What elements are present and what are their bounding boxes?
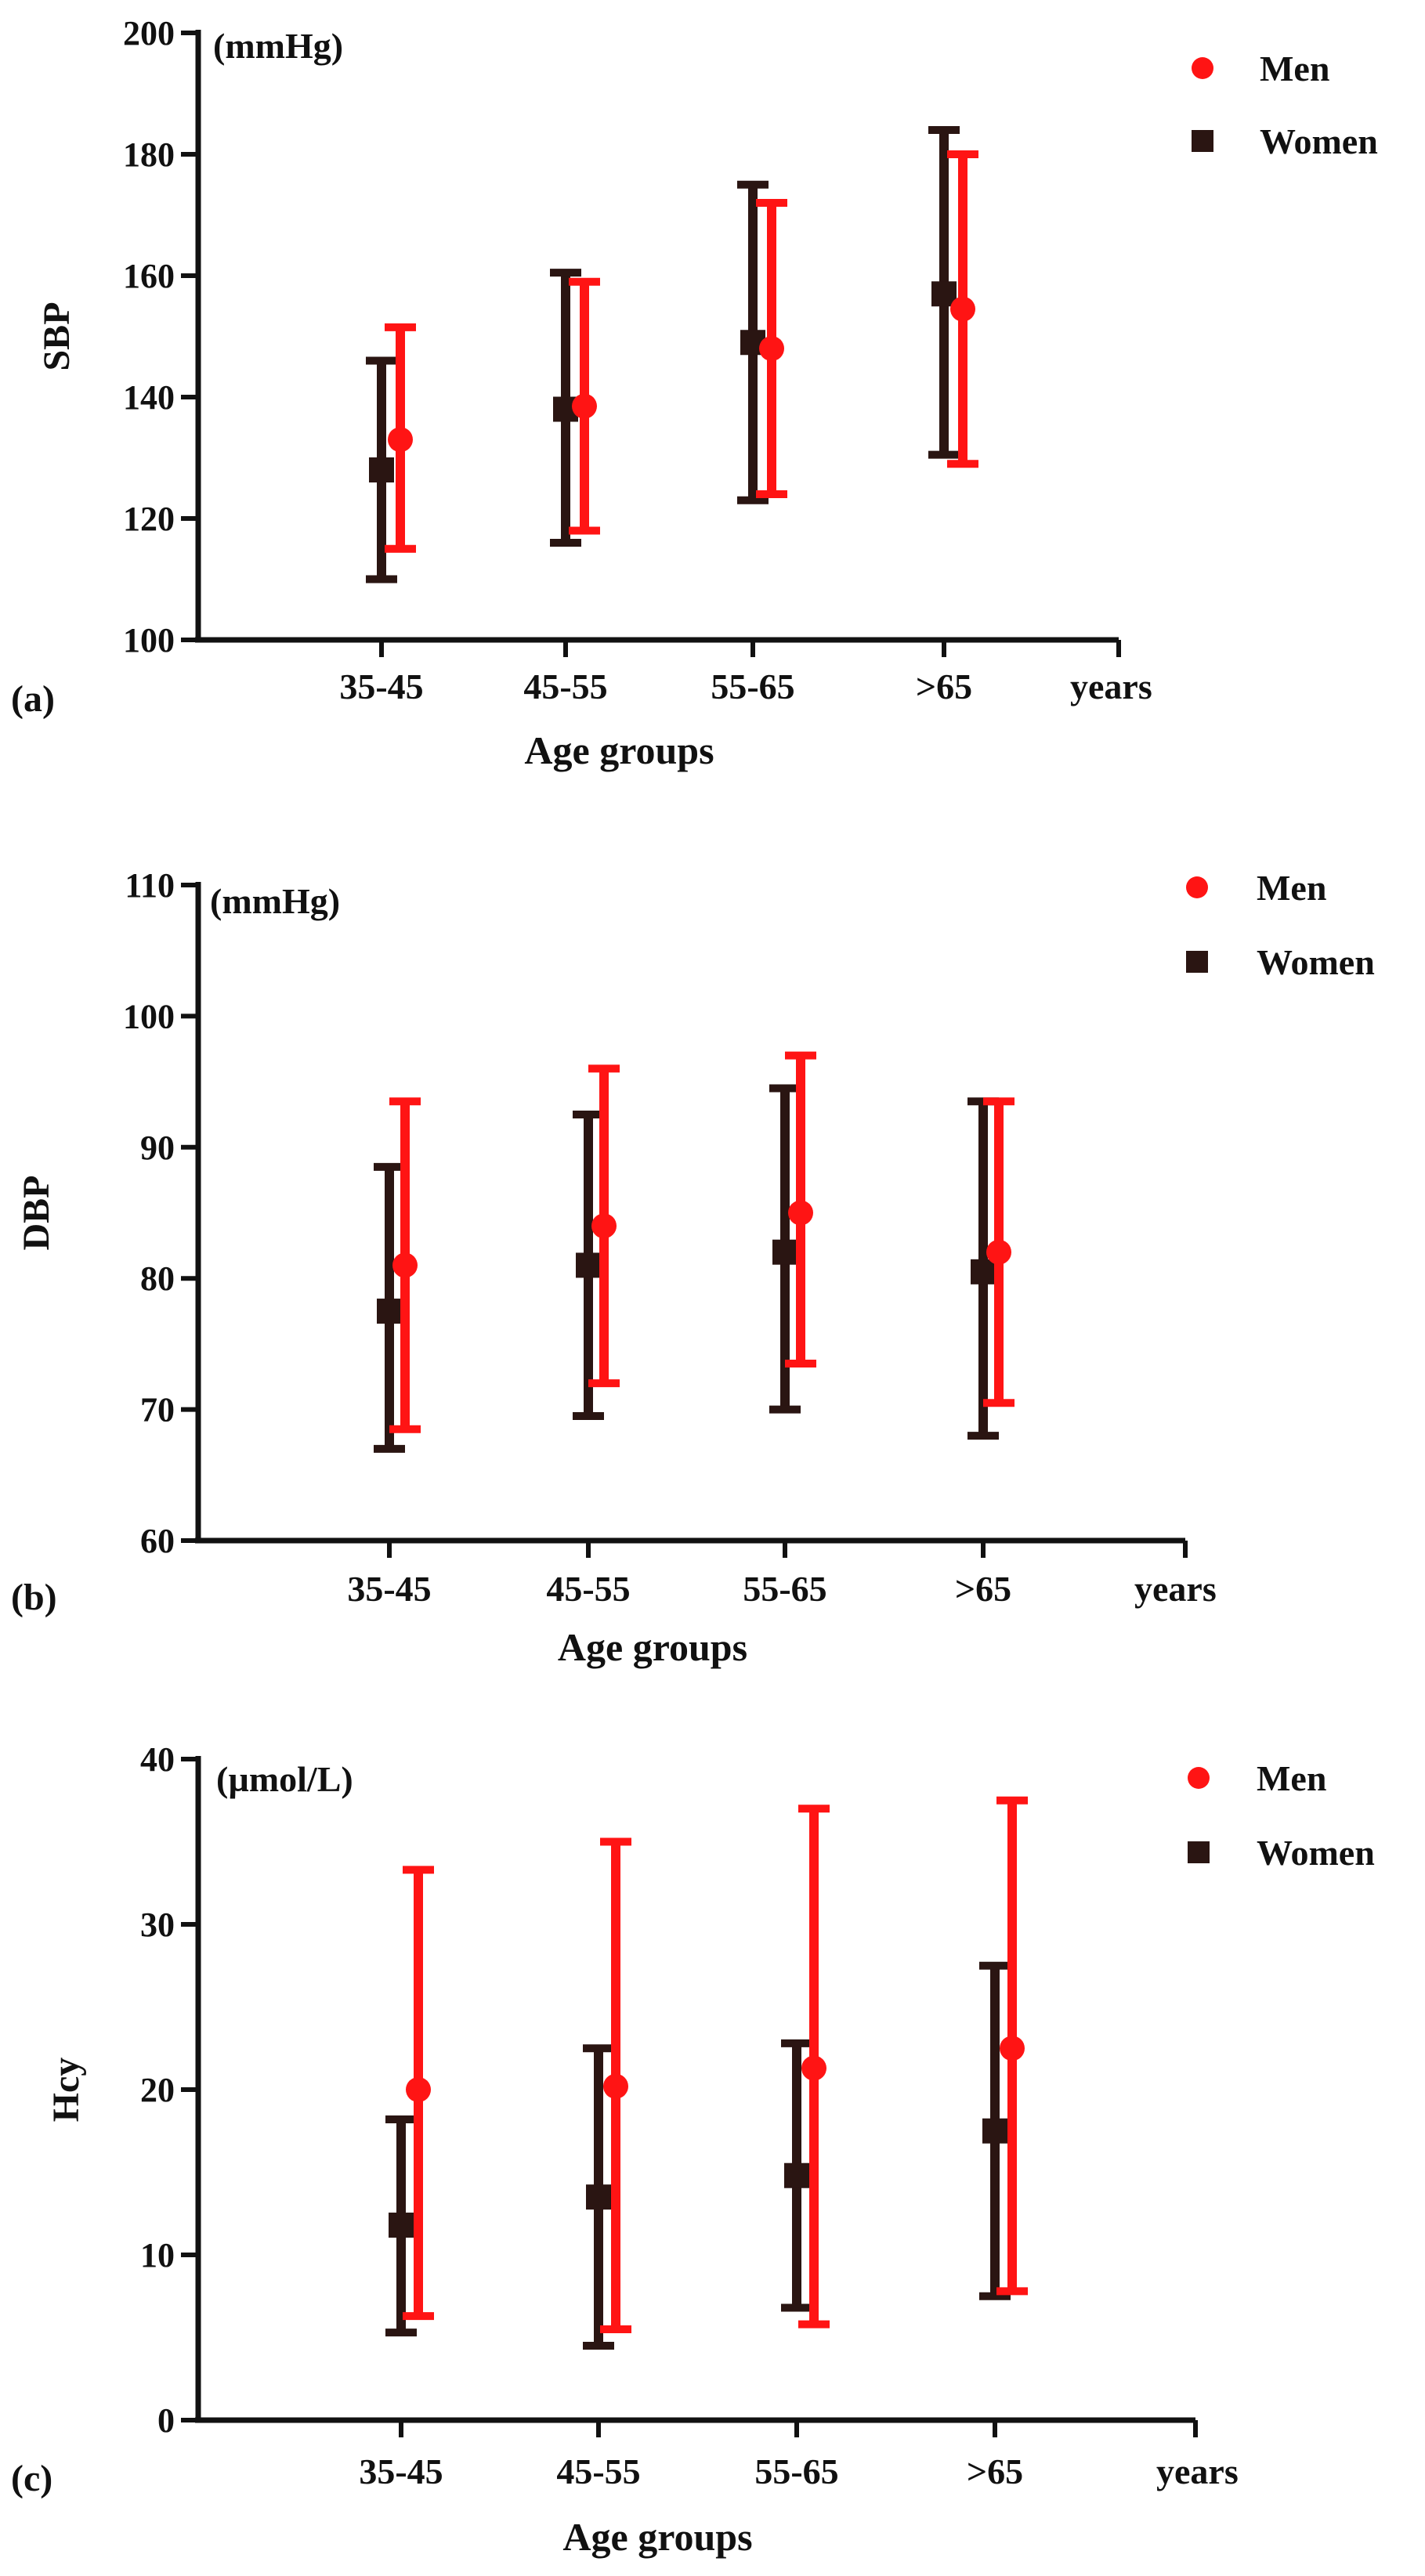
y-axis-title: DBP [16,1176,57,1251]
data-point-women [772,1239,797,1265]
panel-label: (b) [11,1577,57,1618]
x-tick-label: 35-45 [347,1569,431,1609]
y-tick-label: 40 [140,1740,175,1779]
data-point-men [392,1252,418,1278]
y-tick-label: 20 [140,2071,175,2109]
panel-label: (a) [11,678,55,720]
chart-panel-3: 0 10 20 30 40 35-45 45-55 55-65 >65 years Age grou… [11,1740,1375,2559]
data-point-men [759,336,784,361]
data-point-men [388,427,413,453]
legend-men-marker [1186,876,1208,898]
data-point-men [406,2077,431,2102]
legend-women-marker [1186,951,1208,973]
legend-men-label: Men [1260,49,1329,89]
x-tick-label: 35-45 [339,667,423,706]
y-tick-label: 180 [123,135,175,174]
legend-men-label: Men [1257,1758,1326,1798]
data-point-men [1000,2036,1025,2061]
x-tick-label: >65 [955,1569,1011,1609]
x-tick-label: >65 [967,2451,1023,2491]
x-tick-label: 45-55 [556,2451,640,2491]
y-tick-label: 0 [157,2401,175,2440]
data-point-men [986,1239,1011,1265]
data-point-women [784,2162,809,2188]
legend-women-marker [1188,1841,1210,1863]
x-tick-label: 35-45 [359,2451,443,2491]
x-unit-label: years [1070,667,1152,706]
x-tick-label: 55-65 [754,2451,838,2491]
x-axis-title: Age groups [558,1625,747,1669]
y-tick-label: 30 [140,1906,175,1944]
y-tick-label: 90 [140,1129,175,1167]
legend-women-label: Women [1260,121,1378,161]
y-tick-label: 160 [123,257,175,295]
data-point-men [801,2055,826,2081]
data-point-women [377,1299,402,1324]
data-point-men [591,1213,617,1239]
y-tick-label: 120 [123,500,175,538]
legend-men-marker [1192,57,1213,79]
x-tick-label: 45-55 [523,667,607,706]
y-tick-label: 80 [140,1259,175,1298]
chart-panel-2: 60 70 80 90 100 110 35-45 45-55 55-65 >65 years Age… [11,866,1375,1669]
data-point-men [788,1200,813,1226]
y-axis-title: SBP [36,302,78,370]
data-point-women [971,1259,996,1284]
y-tick-label: 10 [140,2236,175,2274]
y-tick-label: 200 [123,14,175,52]
data-point-women [576,1252,601,1278]
data-point-women [982,2118,1007,2144]
y-tick-label: 60 [140,1522,175,1560]
x-tick-label: 45-55 [546,1569,630,1609]
y-tick-label: 110 [125,866,175,905]
x-unit-label: years [1134,1569,1217,1609]
legend-men-marker [1188,1767,1210,1789]
legend-women-marker [1192,130,1213,152]
unit-label: (mmHg) [213,26,343,66]
data-point-women [389,2213,414,2238]
y-tick-label: 140 [123,378,175,417]
x-tick-label: >65 [916,667,972,706]
legend-men-label: Men [1257,868,1326,908]
unit-label: (mmHg) [210,881,340,921]
y-tick-label: 100 [123,997,175,1035]
data-point-men [572,393,597,419]
x-unit-label: years [1156,2451,1239,2491]
x-tick-label: 55-65 [711,667,794,706]
data-point-women [586,2184,611,2210]
x-axis-title: Age groups [562,2515,752,2559]
y-axis-title: Hcy [45,2058,87,2123]
y-tick-label: 100 [123,621,175,659]
data-point-men [603,2073,628,2099]
x-axis-title: Age groups [524,728,714,772]
data-point-women [369,457,394,482]
y-tick-label: 70 [140,1391,175,1429]
panel-label: (c) [11,2458,52,2499]
data-point-men [950,296,975,322]
x-tick-label: 55-65 [743,1569,826,1609]
legend-women-label: Women [1257,942,1375,982]
chart-panel-1: 100 120 140 160 180 200 35-45 45-55 55-65 >65 year… [11,14,1378,772]
legend-women-label: Women [1257,1833,1375,1873]
unit-label: (µmol/L) [216,1759,353,1799]
